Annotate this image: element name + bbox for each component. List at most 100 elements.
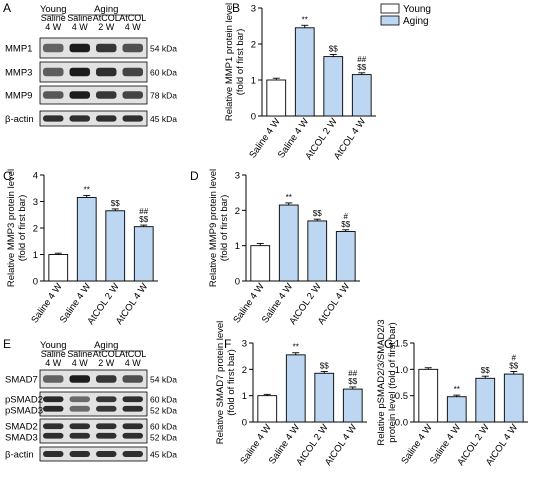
- kda-label: 45 kDa: [150, 114, 177, 124]
- bar: [257, 395, 278, 423]
- kda-label: 60 kDa: [150, 395, 177, 405]
- protein-band: [43, 396, 64, 403]
- bar: [418, 368, 439, 423]
- y-tick-label: 3: [33, 197, 38, 208]
- bar-chart-panel-f: F 0 1 2 3 Relative SMAD7 protein level (fold o…: [215, 321, 367, 468]
- bar-chart-panel-d: D 0 1 2 3 Relative MMP9 protein level (fold of…: [190, 169, 360, 327]
- protein-band: [96, 405, 117, 412]
- y-tick-label: 1.5: [395, 339, 408, 350]
- protein-name: β-actin: [5, 450, 34, 461]
- protein-name: pSMAD3: [5, 406, 43, 417]
- legend-swatch: [380, 15, 400, 26]
- bar: [76, 197, 97, 282]
- protein-name: pSMAD2: [5, 395, 43, 406]
- y-tick-label: 0: [242, 418, 247, 429]
- y-axis-label: Relative MMP3 protein level: [6, 169, 17, 287]
- bar: [351, 74, 372, 117]
- significance-marker: #: [512, 353, 517, 362]
- protein-band: [122, 91, 143, 99]
- blot-strip: [39, 446, 148, 462]
- y-tick-label: 3: [235, 171, 240, 182]
- protein-name: SMAD7: [5, 375, 38, 386]
- protein-name: MMP3: [5, 68, 32, 79]
- bar: [503, 373, 524, 423]
- protein-band: [69, 405, 90, 412]
- y-tick-label: 1: [33, 250, 38, 261]
- lane-label: AtCOL: [119, 349, 146, 359]
- bar-chart-panel-b: B 0 1 2 3 Relative MMP1 protein level (fold of…: [224, 1, 376, 162]
- protein-name: MMP9: [5, 91, 32, 102]
- bar: [105, 210, 126, 282]
- protein-band: [69, 432, 90, 439]
- y-axis-label: (fold of first bar): [226, 349, 237, 416]
- protein-band: [96, 375, 117, 383]
- protein-band: [43, 423, 64, 430]
- kda-label: 54 kDa: [150, 375, 177, 385]
- protein-band: [69, 423, 90, 430]
- y-tick-label: 1: [235, 241, 240, 252]
- lane-label: AtCOL: [93, 349, 120, 359]
- significance-marker: $$: [509, 361, 518, 370]
- significance-marker: $$: [357, 63, 366, 72]
- y-tick-label: 2: [251, 40, 256, 51]
- lane-label: 4 W: [45, 22, 62, 32]
- lane-label: 2 W: [98, 22, 115, 32]
- group-label-aging: Aging: [94, 340, 118, 351]
- protein-name: MMP1: [5, 44, 32, 55]
- kda-label: 60 kDa: [150, 422, 177, 432]
- bar: [285, 354, 306, 423]
- significance-marker: ##: [357, 55, 366, 64]
- y-tick-label: 0.5: [395, 391, 408, 402]
- protein-band: [122, 405, 143, 412]
- bar: [475, 377, 496, 423]
- significance-marker: $$: [341, 220, 350, 229]
- significance-marker: $$: [139, 215, 148, 224]
- protein-band: [69, 375, 90, 383]
- panel-label-c: C: [3, 169, 12, 183]
- bar: [335, 231, 356, 282]
- lane-label: AtCOL: [119, 13, 146, 23]
- lane-label: 4 W: [125, 22, 142, 32]
- significance-marker: **: [84, 185, 90, 194]
- lane-label: AtCOL: [93, 13, 120, 23]
- protein-band: [96, 115, 117, 122]
- protein-band: [122, 396, 143, 403]
- bar: [323, 56, 344, 117]
- significance-marker: ##: [139, 207, 148, 216]
- bar: [278, 204, 299, 282]
- bar-chart-panel-g: G 0.0 0.5 1.0 1.5 Relative pSMAD2/3/SMAD2/3 pr…: [376, 319, 528, 468]
- y-axis-label: (fold of first bar): [219, 195, 230, 262]
- blot-strip: [39, 418, 148, 444]
- protein-band: [122, 115, 143, 122]
- significance-marker: $$: [320, 361, 329, 370]
- protein-band: [96, 423, 117, 430]
- bar: [307, 220, 328, 282]
- lane-label: Saline: [41, 13, 66, 23]
- panel-label-e: E: [3, 337, 11, 351]
- protein-band: [69, 67, 90, 77]
- legend-label: Aging: [403, 16, 429, 27]
- protein-name: SMAD3: [5, 433, 38, 444]
- group-label-aging: Aging: [94, 4, 118, 15]
- protein-band: [69, 43, 90, 53]
- protein-band: [122, 43, 143, 53]
- protein-band: [96, 43, 117, 53]
- protein-band: [69, 91, 90, 99]
- group-label-young: Young: [40, 340, 67, 351]
- protein-band: [43, 375, 64, 383]
- y-tick-label: 1: [242, 391, 247, 402]
- panel-label-g: G: [384, 337, 393, 351]
- protein-band: [69, 396, 90, 403]
- lane-label: Saline: [41, 349, 66, 359]
- protein-name: SMAD2: [5, 422, 38, 433]
- significance-marker: $$: [111, 199, 120, 208]
- y-axis-label: Relative MMP1 protein level: [224, 3, 235, 121]
- legend-label: Young: [403, 4, 431, 15]
- lane-label: Saline: [67, 13, 92, 23]
- protein-band: [96, 396, 117, 403]
- blot-strip: [39, 85, 148, 105]
- protein-name: β-actin: [5, 114, 34, 125]
- y-axis-label: Relative pSMAD2/3/SMAD2/3: [376, 319, 387, 445]
